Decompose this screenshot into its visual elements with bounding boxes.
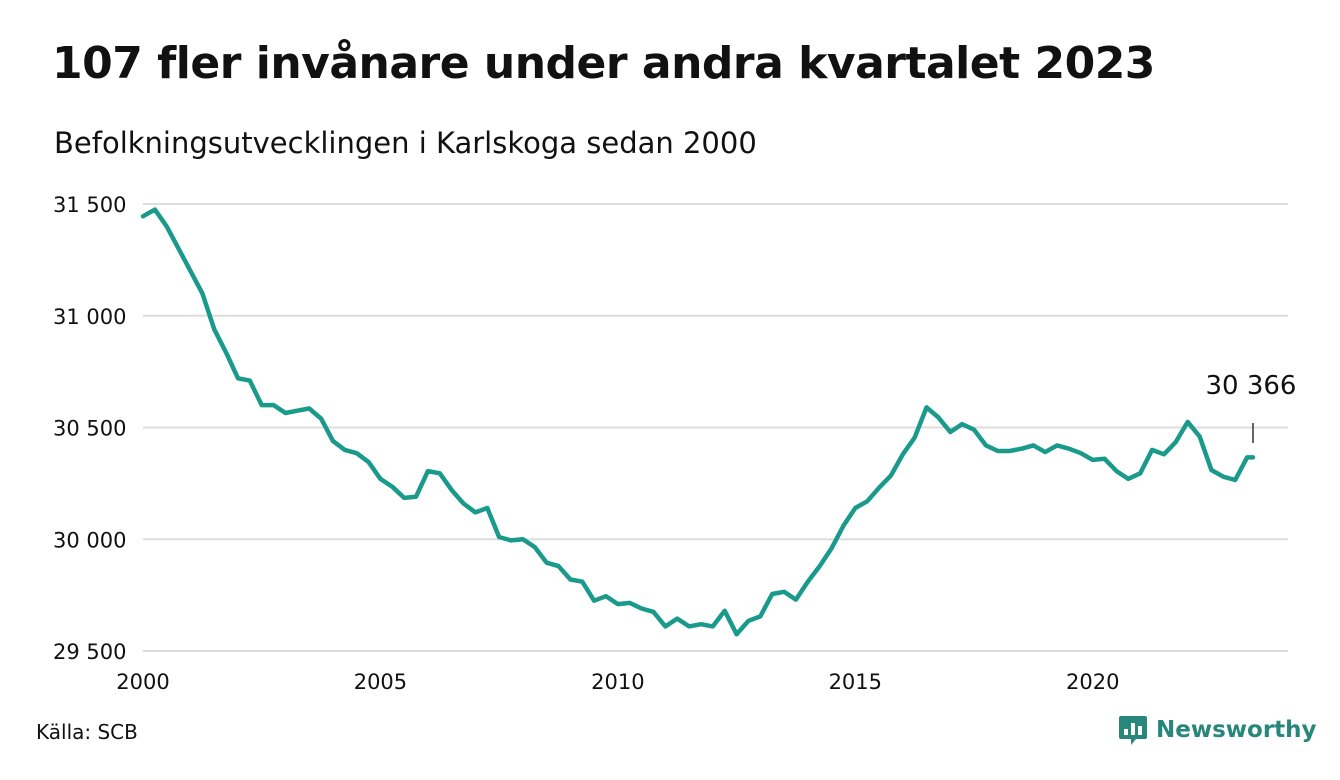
x-tick-label: 2000 bbox=[116, 670, 169, 694]
y-tick-label: 31 000 bbox=[53, 305, 126, 329]
chart-subtitle: Befolkningsutvecklingen i Karlskoga seda… bbox=[54, 126, 757, 160]
brand-logo: Newsworthy bbox=[1118, 714, 1317, 746]
brand-name: Newsworthy bbox=[1156, 717, 1317, 743]
annotation-label: 30 366 bbox=[1206, 371, 1297, 401]
y-axis-ticks: 31 500 31 000 30 500 30 000 29 500 bbox=[53, 193, 126, 664]
y-tick-label: 30 000 bbox=[53, 528, 126, 552]
x-tick-label: 2020 bbox=[1066, 670, 1119, 694]
series-group bbox=[140, 207, 1256, 637]
x-tick-label: 2015 bbox=[829, 670, 882, 694]
series-line bbox=[140, 207, 1256, 637]
annotation-group: 30 366 bbox=[1206, 371, 1297, 443]
y-tick-label: 31 500 bbox=[53, 193, 126, 217]
y-tick-label: 30 500 bbox=[53, 417, 126, 441]
x-tick-label: 2010 bbox=[591, 670, 644, 694]
y-tick-label: 29 500 bbox=[53, 640, 126, 664]
page-title: 107 fler invånare under andra kvartalet … bbox=[52, 38, 1155, 89]
grid-lines bbox=[143, 203, 1288, 652]
x-tick-label: 2005 bbox=[354, 670, 407, 694]
bar-chart-bubble-icon bbox=[1119, 716, 1147, 745]
source-label: Källa: SCB bbox=[36, 720, 138, 744]
x-axis-ticks: 2000 2005 2010 2015 2020 bbox=[116, 670, 1119, 694]
